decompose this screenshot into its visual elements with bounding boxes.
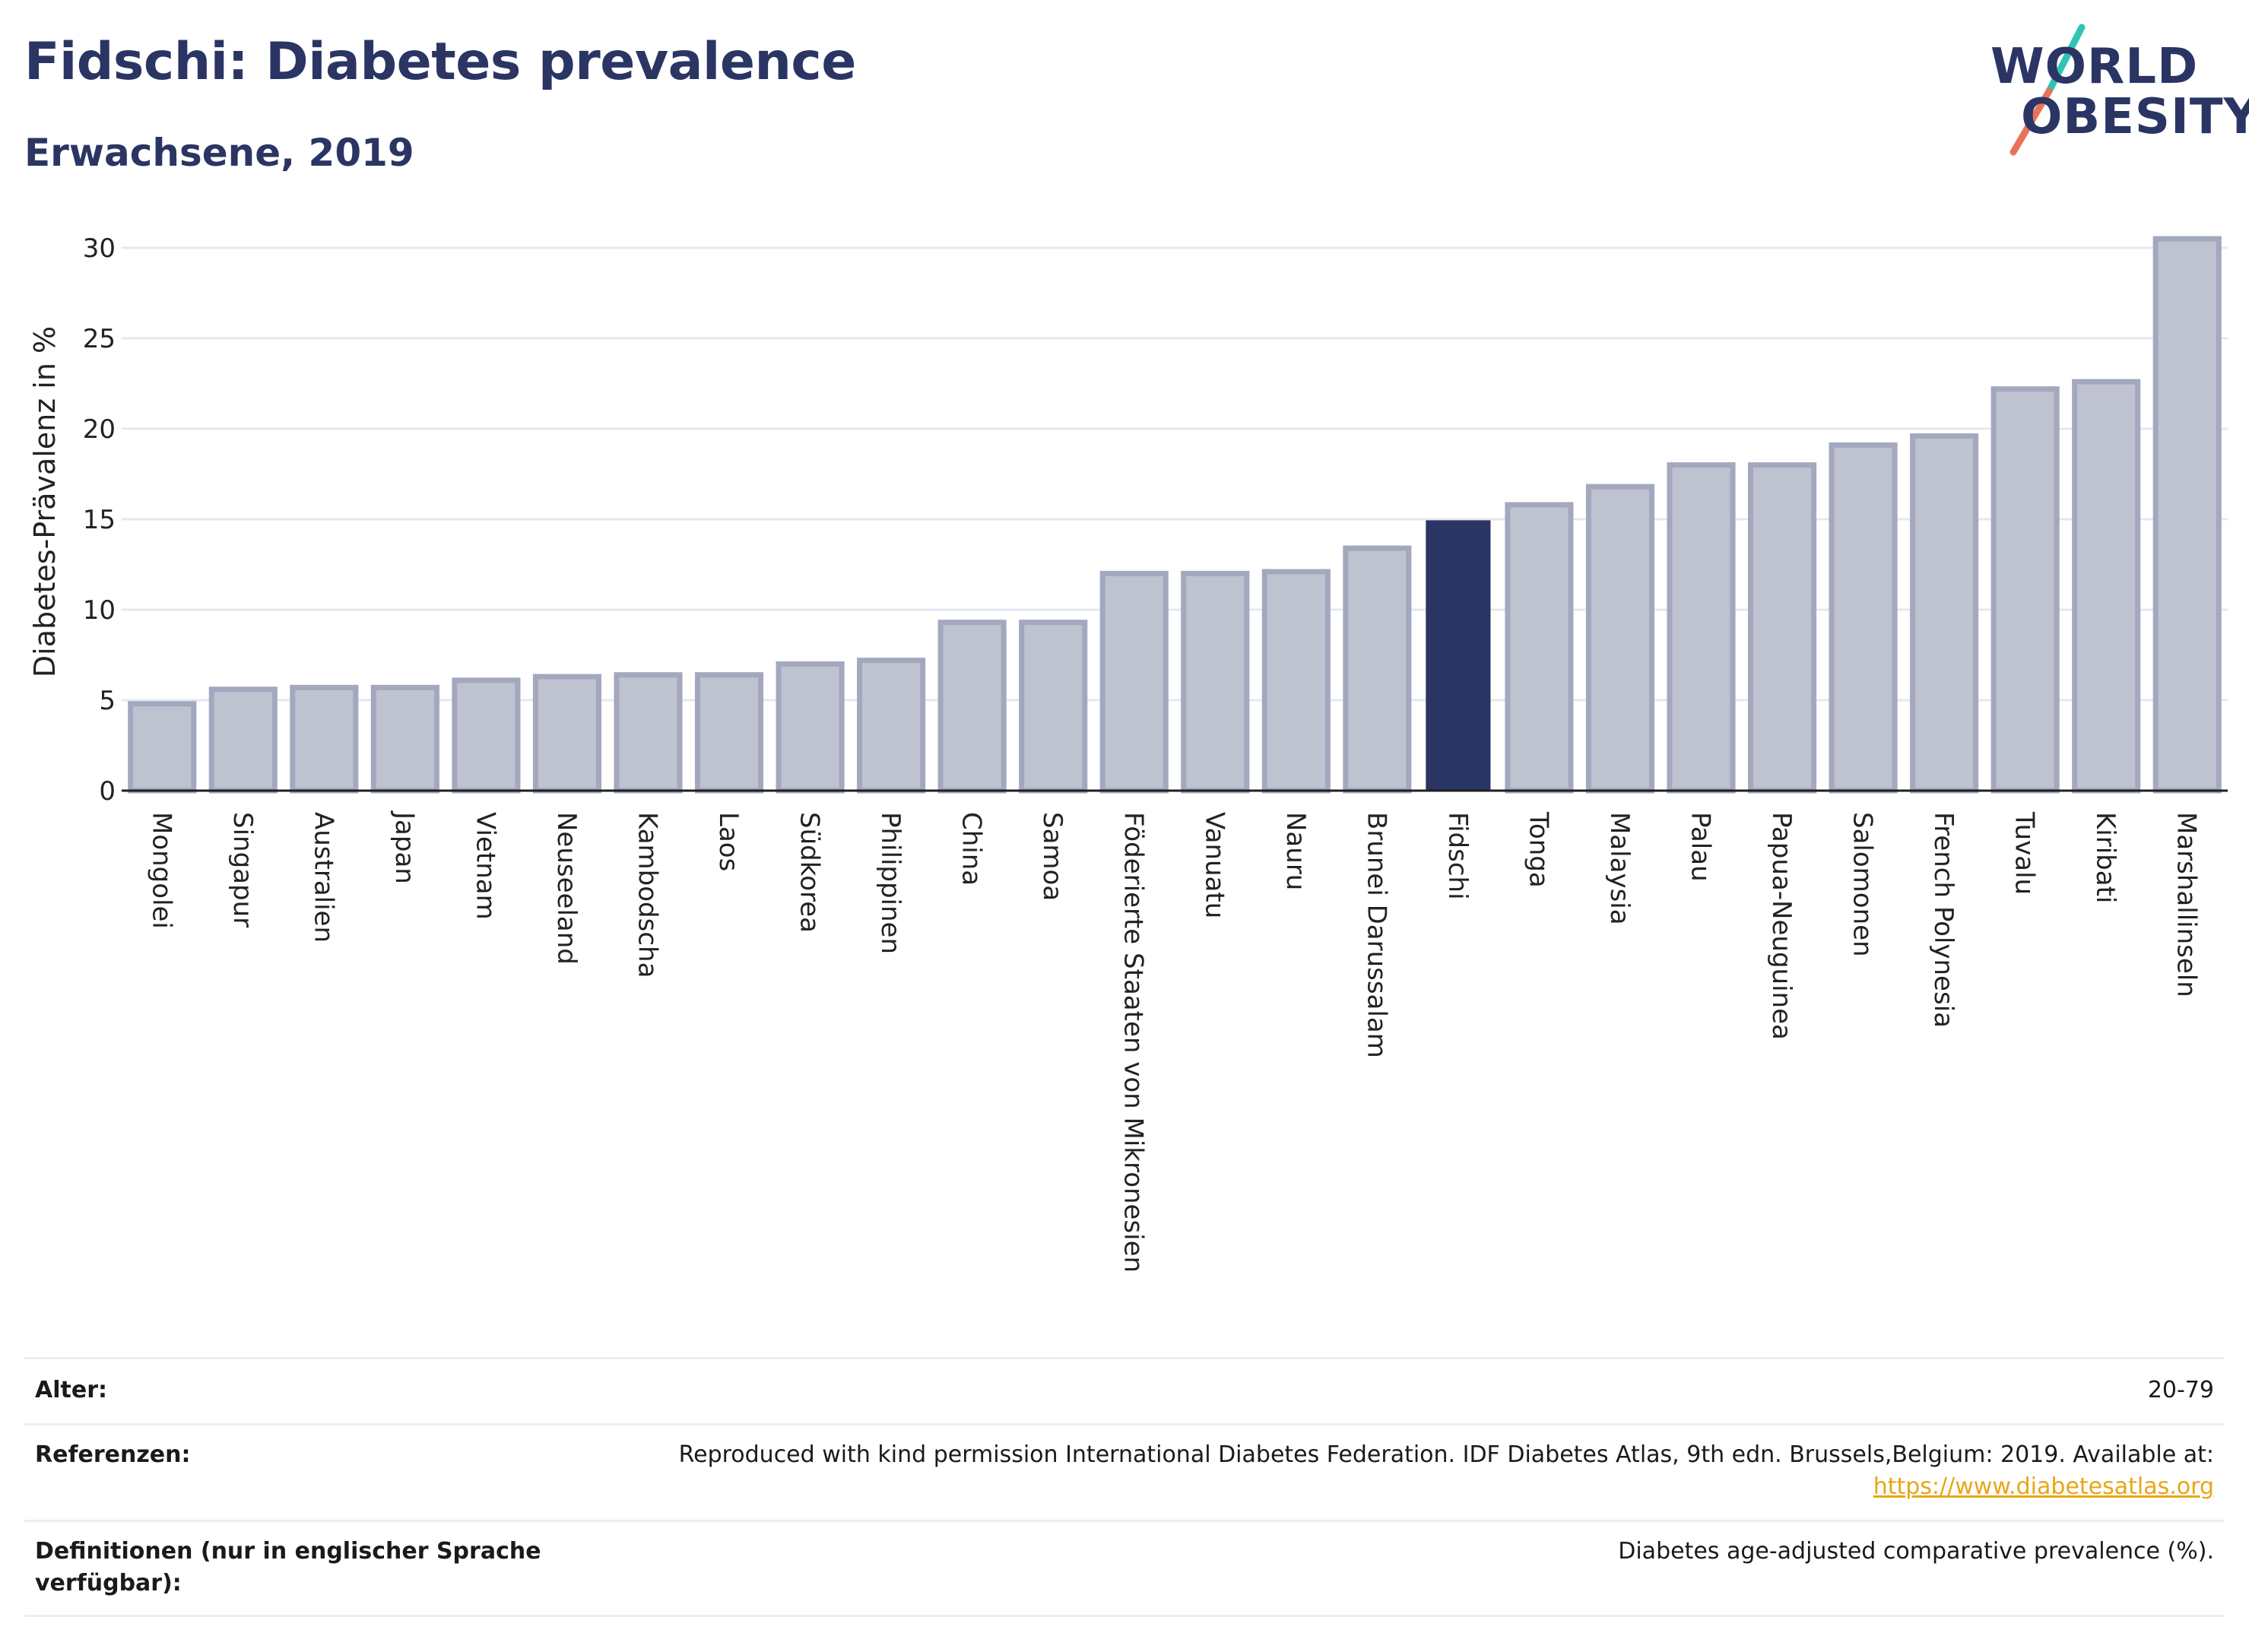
bar-tuvalu[interactable] [1990, 386, 2060, 794]
x-tick-label: Fidschi [1442, 812, 1473, 900]
bar-tonga[interactable] [1505, 502, 1574, 794]
bar-fidschi[interactable] [1426, 520, 1491, 791]
bar-salomonen[interactable] [1829, 442, 1898, 794]
y-tick-label: 30 [83, 233, 116, 264]
bar-vanuatu[interactable] [1181, 570, 1250, 794]
x-tick-label: Philippinen [875, 812, 906, 954]
bar-nauru[interactable] [1261, 569, 1331, 794]
x-tick-label: Neuseeland [551, 812, 582, 965]
logo-line1: WORLD [1990, 39, 2199, 95]
y-axis-title: Diabetes-Prävalenz in % [28, 326, 62, 677]
x-tick-label: Kiribati [2090, 812, 2121, 903]
info-row-references: Referenzen: Reproduced with kind permiss… [24, 1423, 2225, 1520]
x-tick-label: Föderierte Staaten von Mikronesien [1118, 812, 1149, 1273]
logo-slash-icon [2010, 24, 2086, 156]
x-tick-label: Tuvalu [2010, 811, 2040, 895]
x-tick-label: Malaysia [1604, 812, 1635, 925]
x-tick-label: Kambodscha [633, 812, 663, 978]
logo-line2: OBESITY [2021, 89, 2249, 145]
axes: 0 5 10 15 20 25 30 Mongolei Singapur Australien Ja… [83, 233, 2228, 1273]
y-tick-label: 5 [99, 686, 116, 716]
info-value-age: 20-79 [2147, 1377, 2214, 1403]
y-tick-label: 15 [83, 505, 116, 535]
bar-kambodscha[interactable] [614, 672, 683, 794]
bar-kiribati[interactable] [2072, 379, 2141, 794]
x-tick-label: Brunei Darussalam [1361, 812, 1391, 1058]
x-tick-label: Tonga [1523, 811, 1553, 888]
y-tick-label: 0 [99, 776, 116, 807]
info-value-definitions: Diabetes age-adjusted comparative preval… [1618, 1538, 2214, 1565]
bar-malaysia[interactable] [1585, 484, 1655, 794]
x-tick-label: Mongolei [146, 812, 176, 929]
info-row-definitions: Definitionen (nur in englischer Sprache … [24, 1520, 2225, 1617]
x-tick-label: China [956, 812, 987, 886]
bar-laos[interactable] [694, 672, 764, 794]
bar-australien[interactable] [290, 684, 359, 794]
y-tick-label: 10 [83, 595, 116, 626]
bar-palau[interactable] [1667, 462, 1736, 794]
info-row-age: Alter: 20-79 [24, 1357, 2225, 1423]
info-label-definitions: Definitionen (nur in englischer Sprache … [35, 1538, 541, 1597]
bar-föderierte-staaten-von-mikronesien[interactable] [1099, 570, 1169, 794]
bar-samoa[interactable] [1019, 620, 1088, 794]
world-obesity-logo: WORLD OBESITY [1977, 21, 2249, 158]
y-tick-label: 25 [83, 324, 116, 354]
x-tick-label: Palau [1686, 812, 1716, 882]
y-tick-label: 20 [83, 414, 116, 445]
info-table: Alter: 20-79 Referenzen: Reproduced with… [24, 1357, 2225, 1617]
x-tick-label: Samoa [1037, 812, 1067, 901]
x-tick-label: French Polynesia [1928, 812, 1959, 1028]
bar-french-polynesia[interactable] [1910, 433, 1979, 794]
x-tick-label: Laos [713, 812, 744, 871]
bar-japan[interactable] [370, 684, 439, 794]
bar-china[interactable] [937, 620, 1007, 794]
bars [128, 236, 2222, 794]
x-tick-label: Salomonen [1848, 812, 1878, 957]
x-tick-label: Japan [389, 810, 420, 884]
bar-chart: 0 5 10 15 20 25 30 Mongolei Singapur Australien Ja… [28, 233, 2228, 1273]
references-link[interactable]: https://www.diabetesatlas.org [1873, 1473, 2214, 1500]
info-label-references: Referenzen: [35, 1441, 191, 1468]
bar-neuseeland[interactable] [532, 674, 602, 794]
x-tick-label: Singapur [227, 812, 258, 927]
x-tick-label: Südkorea [795, 812, 825, 933]
x-tick-label: Marshallinseln [2171, 812, 2202, 997]
chart-title: Fidschi: Diabetes prevalence [24, 32, 856, 92]
bar-vietnam[interactable] [452, 677, 521, 794]
info-label-age: Alter: [35, 1377, 107, 1403]
bar-singapur[interactable] [208, 686, 278, 794]
bar-marshallinseln[interactable] [2152, 236, 2222, 794]
chart-subtitle: Erwachsene, 2019 [24, 131, 414, 175]
references-text: Reproduced with kind permission Internat… [678, 1441, 2214, 1468]
x-tick-label: Papua-Neuguinea [1766, 812, 1797, 1040]
bar-philippinen[interactable] [857, 658, 926, 794]
x-tick-label: Nauru [1280, 812, 1311, 890]
bar-brunei-darussalam[interactable] [1343, 545, 1412, 794]
info-value-references: Reproduced with kind permission Internat… [557, 1439, 2214, 1503]
bar-papua-neuguinea[interactable] [1747, 462, 1817, 794]
bar-mongolei[interactable] [128, 701, 197, 794]
bar-südkorea[interactable] [776, 661, 845, 794]
x-tick-label: Vanuatu [1199, 812, 1229, 918]
x-tick-label: Australien [308, 812, 338, 943]
x-tick-label: Vietnam [470, 812, 500, 920]
